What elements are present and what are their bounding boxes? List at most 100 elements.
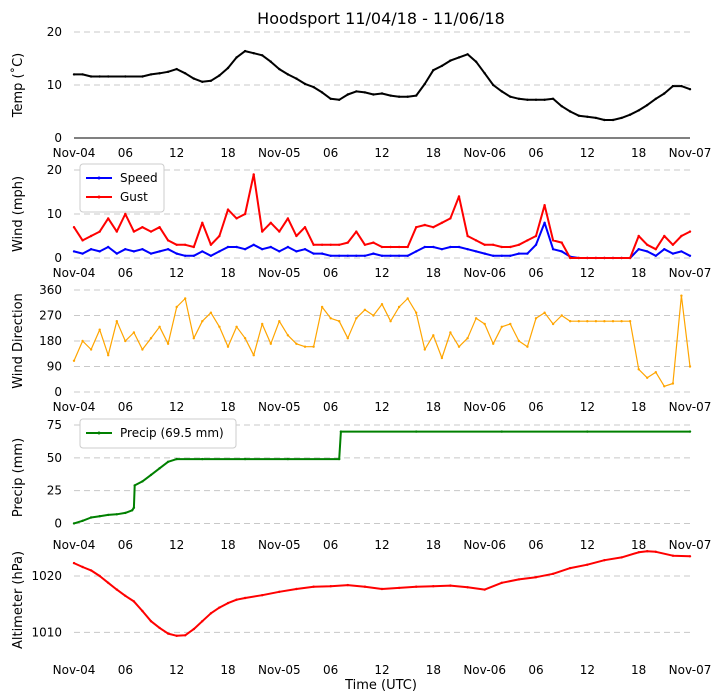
data-point (363, 91, 367, 94)
data-point (397, 245, 401, 249)
data-point (338, 457, 341, 461)
data-point (158, 467, 161, 470)
data-point (192, 77, 195, 80)
data-point (509, 95, 512, 98)
data-point (269, 342, 272, 345)
data-point (243, 212, 247, 216)
data-point (346, 337, 349, 340)
data-point (149, 230, 153, 233)
data-point (141, 480, 144, 483)
data-point (603, 256, 606, 260)
data-point (235, 217, 238, 220)
data-point (89, 75, 93, 78)
figure-title: Hoodsport 11/04/18 - 11/06/18 (257, 9, 505, 28)
data-point (72, 73, 76, 76)
data-point (98, 75, 101, 78)
x-tick-label: Nov-07 (669, 266, 712, 280)
data-point (184, 72, 187, 75)
series-line-wind-1 (73, 173, 691, 259)
data-point (149, 473, 153, 477)
x-tick-label: Nov-06 (463, 146, 506, 160)
data-point (329, 97, 332, 101)
data-point (449, 245, 452, 249)
data-point (509, 245, 512, 249)
legend-label: Speed (120, 171, 158, 185)
x-tick-label: Nov-05 (258, 538, 301, 552)
y-tick-label: 50 (47, 451, 62, 465)
data-point (577, 256, 580, 260)
x-tick-label: 18 (426, 266, 441, 280)
data-point (124, 248, 127, 251)
x-tick-label: Nov-04 (53, 400, 96, 414)
data-point (141, 609, 144, 613)
data-point (415, 250, 418, 253)
data-point (440, 356, 444, 360)
data-point (483, 322, 486, 326)
data-point (620, 320, 623, 323)
data-point (637, 234, 640, 238)
data-point (209, 311, 213, 314)
data-point (132, 506, 136, 509)
data-point (72, 226, 76, 229)
data-point (637, 551, 640, 554)
data-point (72, 522, 76, 525)
data-point (303, 226, 307, 229)
data-point (611, 320, 615, 323)
data-point (158, 250, 161, 253)
data-point (295, 587, 298, 591)
data-point (551, 322, 555, 326)
data-point (278, 320, 281, 323)
data-point (235, 325, 238, 328)
data-point (149, 620, 153, 623)
data-point (517, 97, 521, 101)
x-tick-label: 12 (169, 146, 184, 160)
series-line-temp-0 (74, 50, 691, 121)
data-point (89, 516, 93, 519)
data-point (586, 320, 589, 323)
data-point (663, 234, 666, 238)
x-tick-label: Nov-07 (669, 663, 712, 677)
data-point (654, 371, 657, 374)
data-point (269, 60, 272, 63)
data-point (415, 94, 418, 97)
data-point (243, 49, 247, 53)
data-point (166, 248, 170, 251)
x-tick-label: Nov-06 (463, 266, 506, 280)
data-point (492, 254, 495, 257)
data-point (261, 322, 264, 326)
data-point (432, 585, 435, 588)
data-point (474, 317, 478, 320)
data-point (466, 53, 469, 56)
data-point (278, 230, 281, 233)
data-point (406, 245, 409, 249)
x-tick-label: 12 (374, 266, 389, 280)
legend-box (79, 163, 165, 213)
data-point (646, 243, 649, 246)
data-point (423, 348, 426, 351)
data-point (132, 250, 136, 253)
data-point (637, 109, 640, 112)
x-tick-label: 18 (220, 400, 235, 414)
data-point (226, 601, 230, 605)
data-point (363, 243, 367, 246)
data-point (432, 69, 435, 72)
data-point (218, 234, 221, 238)
x-tick-label: 12 (580, 146, 595, 160)
data-point (466, 248, 469, 251)
data-point (192, 245, 195, 249)
x-tick-label: Nov-06 (463, 400, 506, 414)
data-point (466, 586, 469, 589)
data-point (543, 311, 546, 314)
x-tick-label: 18 (220, 663, 235, 677)
data-point (72, 359, 76, 362)
x-tick-label: Nov-05 (258, 400, 301, 414)
data-point (628, 320, 632, 323)
data-point (517, 243, 521, 246)
y-axis-label: Altimeter (hPa) (11, 551, 26, 649)
data-point (457, 195, 461, 198)
data-point (671, 382, 675, 385)
data-point (586, 563, 589, 566)
x-tick-label: 06 (323, 538, 338, 552)
data-point (124, 212, 127, 216)
